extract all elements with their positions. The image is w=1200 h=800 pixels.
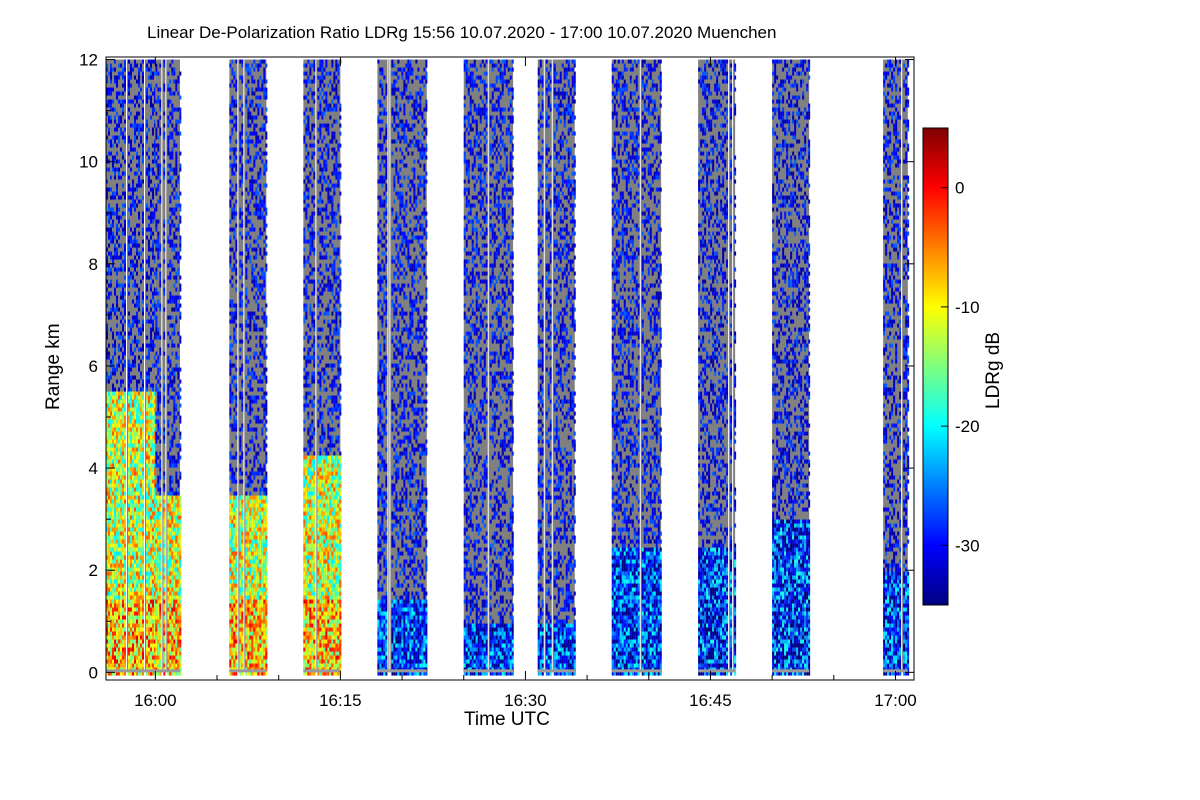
y-tick-label: 2	[89, 561, 98, 580]
x-axis-title: Time UTC	[464, 709, 550, 730]
y-tick-label: 0	[89, 663, 98, 682]
data-segment-5	[463, 59, 514, 676]
data-segment-8	[698, 59, 737, 676]
x-tick-label: 16:45	[689, 691, 732, 710]
y-tick-label: 10	[79, 153, 98, 172]
x-tick-label: 17:00	[874, 691, 917, 710]
chart-title: Linear De-Polarization Ratio LDRg 15:56 …	[147, 23, 777, 42]
data-segment-6	[537, 59, 576, 676]
y-tick-label: 6	[89, 357, 98, 376]
data-segment-2	[229, 59, 268, 676]
data-segment-3	[303, 59, 342, 676]
colorbar-tick-label: -30	[955, 536, 980, 555]
x-tick-label: 16:00	[134, 691, 177, 710]
x-axis: 16:00 16:15 16:30 16:45 17:00	[134, 57, 917, 710]
heatmap-layer	[106, 59, 910, 676]
y-axis-title: Range km	[43, 323, 64, 410]
x-tick-label: 16:30	[504, 691, 547, 710]
y-tick-label: 8	[89, 255, 98, 274]
data-segment-1	[155, 59, 182, 676]
data-segment-4	[377, 59, 428, 676]
colorbar-tick-label: -10	[955, 298, 980, 317]
y-tick-label: 4	[89, 459, 98, 478]
data-segment-7	[611, 59, 662, 676]
data-segment-10	[883, 59, 910, 676]
y-tick-label: 12	[79, 51, 98, 70]
plot-frame	[105, 56, 915, 681]
y-axis: 0 2 4 6 8 10 12	[79, 51, 914, 682]
data-segment-0	[106, 59, 156, 676]
x-tick-label: 16:15	[319, 691, 362, 710]
data-segment-9	[772, 59, 811, 676]
colorbar-axis: 0 -10 -20 -30	[941, 179, 980, 555]
colorbar-tick-label: -20	[955, 417, 980, 436]
colorbar-tick-label: 0	[955, 179, 964, 198]
colorbar	[922, 127, 949, 606]
colorbar-title: LDRg dB	[983, 331, 1004, 409]
